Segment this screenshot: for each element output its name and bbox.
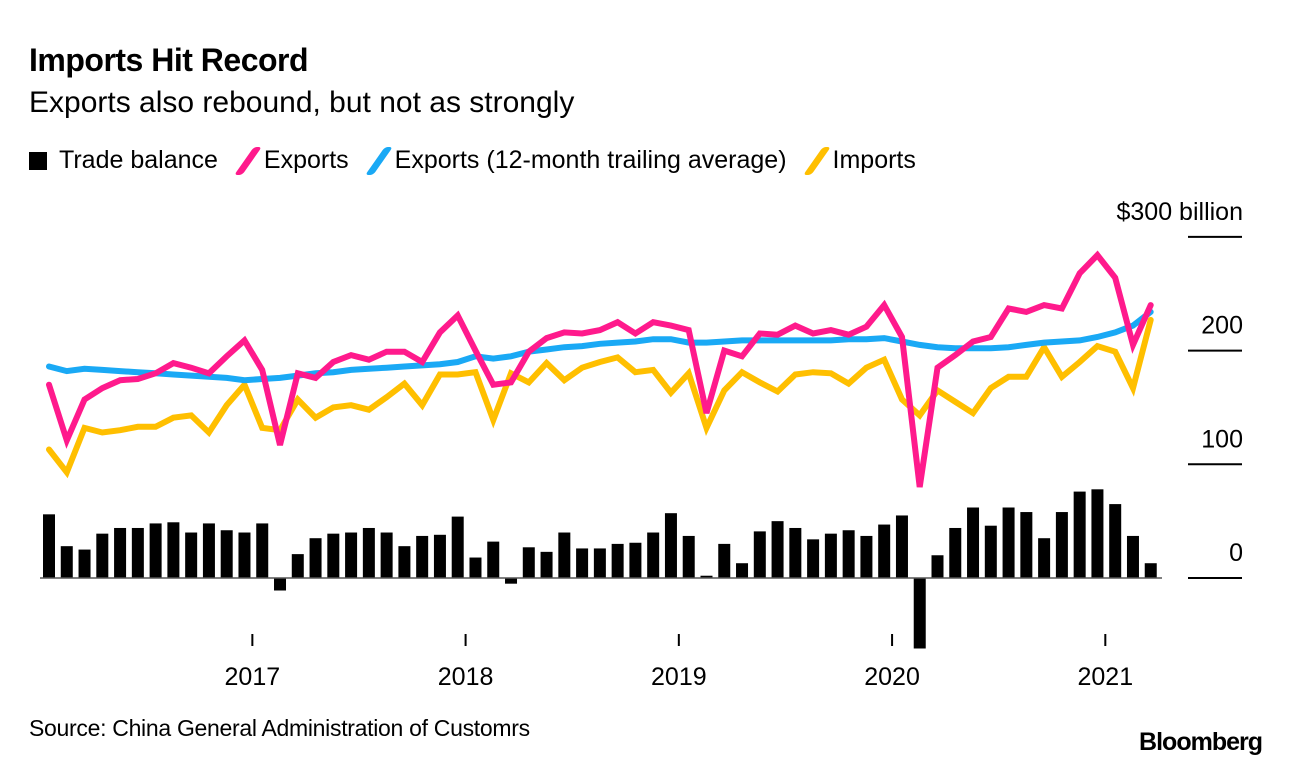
trade-balance-bar: [327, 533, 340, 578]
y-tick-label: 100: [1201, 425, 1243, 453]
trade-balance-bar: [1109, 504, 1122, 578]
trade-balance-bar: [878, 524, 891, 578]
legend-label-exports-avg: Exports (12-month trailing average): [394, 146, 787, 174]
trade-balance-bar: [522, 547, 535, 578]
legend: Trade balance Exports Exports (12-month …: [29, 146, 936, 175]
legend-label-trade-balance: Trade balance: [59, 146, 218, 174]
trade-balance-bar: [611, 543, 624, 578]
trade-balance-bar: [505, 578, 518, 584]
trade-balance-bar: [78, 549, 91, 578]
trade-balance-bar: [1020, 512, 1033, 578]
trade-balance-bar: [824, 533, 837, 578]
legend-item-exports: Exports: [234, 146, 349, 175]
trade-balance-bar: [1073, 491, 1086, 578]
trade-balance-bar: [185, 532, 198, 578]
legend-item-imports: Imports: [802, 146, 916, 175]
trade-balance-bar: [416, 535, 429, 578]
trade-balance-bar: [771, 521, 784, 578]
imports-line: [46, 316, 1154, 479]
y-tick-label: 200: [1201, 312, 1243, 340]
x-tick-label: 2018: [438, 663, 494, 691]
source-note: Source: China General Administration of …: [29, 715, 530, 741]
x-tick-label: 2021: [1078, 663, 1134, 691]
trade-balance-bar: [1002, 507, 1015, 578]
bloomberg-logo: Bloomberg: [1139, 728, 1263, 756]
trade-balance-bar: [309, 538, 322, 578]
trade-balance-bar: [167, 522, 180, 578]
y-axis: 0 100 200 $300 billion: [1117, 198, 1244, 579]
legend-label-imports: Imports: [832, 146, 916, 174]
trade-balance-bar: [380, 532, 393, 578]
x-tick-label: 2020: [864, 663, 920, 691]
trade-balance-bar: [238, 532, 251, 578]
trade-balance-bar: [114, 527, 127, 578]
trade-balance-bar: [629, 542, 642, 578]
trade-balance-bar: [256, 523, 269, 578]
trade-balance-bar: [807, 539, 820, 578]
trade-balance-bar: [291, 554, 304, 578]
trade-balance-bar: [682, 535, 695, 578]
trade-balance-bar: [895, 515, 908, 578]
trade-balance-bar: [718, 543, 731, 578]
trade-balance-bar: [149, 523, 162, 578]
y-tick-label: $300 billion: [1117, 198, 1244, 226]
trade-balance-bar: [967, 507, 980, 578]
trade-balance-bar: [131, 527, 144, 578]
x-axis: 2017 2018 2019 2020 2021: [225, 634, 1134, 691]
trade-balance-bars: [43, 489, 1157, 649]
trade-balance-bar: [913, 578, 926, 649]
trade-balance-bar: [593, 548, 606, 578]
trade-balance-bar: [202, 523, 215, 578]
trade-balance-bar: [753, 531, 766, 578]
trade-balance-bar: [451, 516, 464, 578]
legend-item-trade-balance: Trade balance: [29, 146, 218, 175]
trade-balance-bar: [540, 551, 553, 578]
trade-balance-bar: [1144, 563, 1157, 578]
trade-balance-bar: [860, 535, 873, 578]
trade-balance-bar: [433, 534, 446, 578]
trade-balance-swatch-icon: [29, 151, 47, 170]
trade-balance-bar: [1038, 538, 1051, 578]
trade-balance-bar: [931, 555, 944, 578]
chart-title: Imports Hit Record: [29, 42, 309, 78]
trade-balance-bar: [487, 541, 500, 578]
trade-balance-bar: [43, 514, 55, 578]
trade-balance-bar: [558, 532, 571, 578]
trade-balance-bar: [398, 546, 411, 578]
trade-balance-bar: [700, 575, 713, 578]
trade-balance-bar: [60, 546, 73, 578]
trade-balance-bar: [96, 533, 109, 578]
trade-balance-bar: [1055, 512, 1068, 578]
x-tick-label: 2017: [225, 663, 281, 691]
trade-balance-bar: [949, 527, 962, 578]
trade-balance-bar: [220, 530, 233, 578]
y-tick-label: 0: [1229, 539, 1243, 567]
trade-balance-bar: [664, 513, 677, 578]
exports-line: [46, 250, 1154, 488]
x-tick-label: 2019: [651, 663, 707, 691]
legend-label-exports: Exports: [263, 146, 349, 174]
trade-balance-bar: [345, 532, 358, 578]
trade-balance-bar: [469, 557, 482, 578]
trade-balance-bar: [1091, 489, 1104, 578]
legend-item-exports-avg: Exports (12-month trailing average): [364, 146, 787, 175]
line-series: [46, 250, 1154, 488]
trade-balance-bar: [576, 548, 589, 578]
chart-subtitle: Exports also rebound, but not as strongl…: [29, 86, 575, 119]
trade-balance-bar: [274, 578, 287, 591]
trade-balance-bar: [647, 532, 660, 578]
trade-balance-bar: [362, 527, 375, 578]
trade-balance-bar: [736, 563, 749, 578]
trade-balance-bar: [842, 530, 855, 578]
trade-balance-bar: [1126, 535, 1139, 578]
trade-balance-bar: [789, 527, 802, 578]
trade-balance-bar: [984, 525, 997, 578]
